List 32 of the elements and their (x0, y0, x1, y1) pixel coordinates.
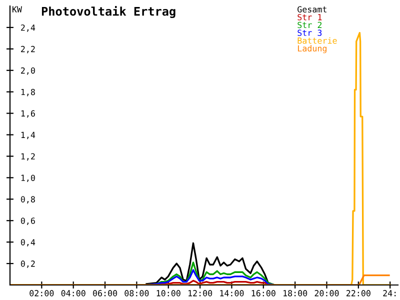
x-tick-label: 12:00 (188, 290, 212, 296)
x-tick-label: 02:00 (30, 290, 54, 296)
x-tick-label: 08:00 (124, 290, 149, 296)
x-tick-label: 20:00 (314, 290, 339, 296)
text: Str 1 (298, 14, 322, 20)
y-tick-label: 1,4 (21, 132, 36, 140)
y-tick-label: 1,8 (21, 88, 35, 96)
x-tick-label: 24: (383, 290, 396, 296)
y-tick-label: 0,4 (20, 239, 36, 246)
text: Str 3 (298, 30, 322, 36)
y-tick-label: 2,0 (21, 67, 35, 75)
text: Gesamt (298, 6, 326, 12)
x-tick-label: 10:00 (156, 290, 180, 296)
y-tick-label: 0,2 (20, 260, 35, 268)
y-tick-label: 1,0 (21, 174, 35, 182)
x-tick-label: 06:00 (93, 290, 118, 296)
y-tick-label: 0,6 (20, 218, 35, 225)
chart-title: Photovoltaik Ertrag (42, 6, 176, 18)
y-tick-label: 2,2 (21, 46, 35, 54)
x-tick-label: 14:00 (220, 290, 244, 296)
x-tick-label: 18:00 (284, 290, 308, 296)
text: Batterie (298, 37, 337, 44)
text: Ladung (298, 45, 326, 54)
x-tick-label: 04:00 (61, 290, 86, 296)
x-tick-label: 22:00 (346, 290, 370, 296)
y-tick-label: 2,4 (21, 24, 36, 32)
y-tick-label: 1,2 (21, 153, 35, 161)
x-tick-label: 16:00 (252, 290, 276, 296)
y-axis-title: KW (12, 6, 22, 12)
y-tick-label: 0,8 (20, 196, 35, 204)
y-tick-label: 1,6 (21, 110, 35, 118)
text: Str 2 (298, 22, 322, 28)
